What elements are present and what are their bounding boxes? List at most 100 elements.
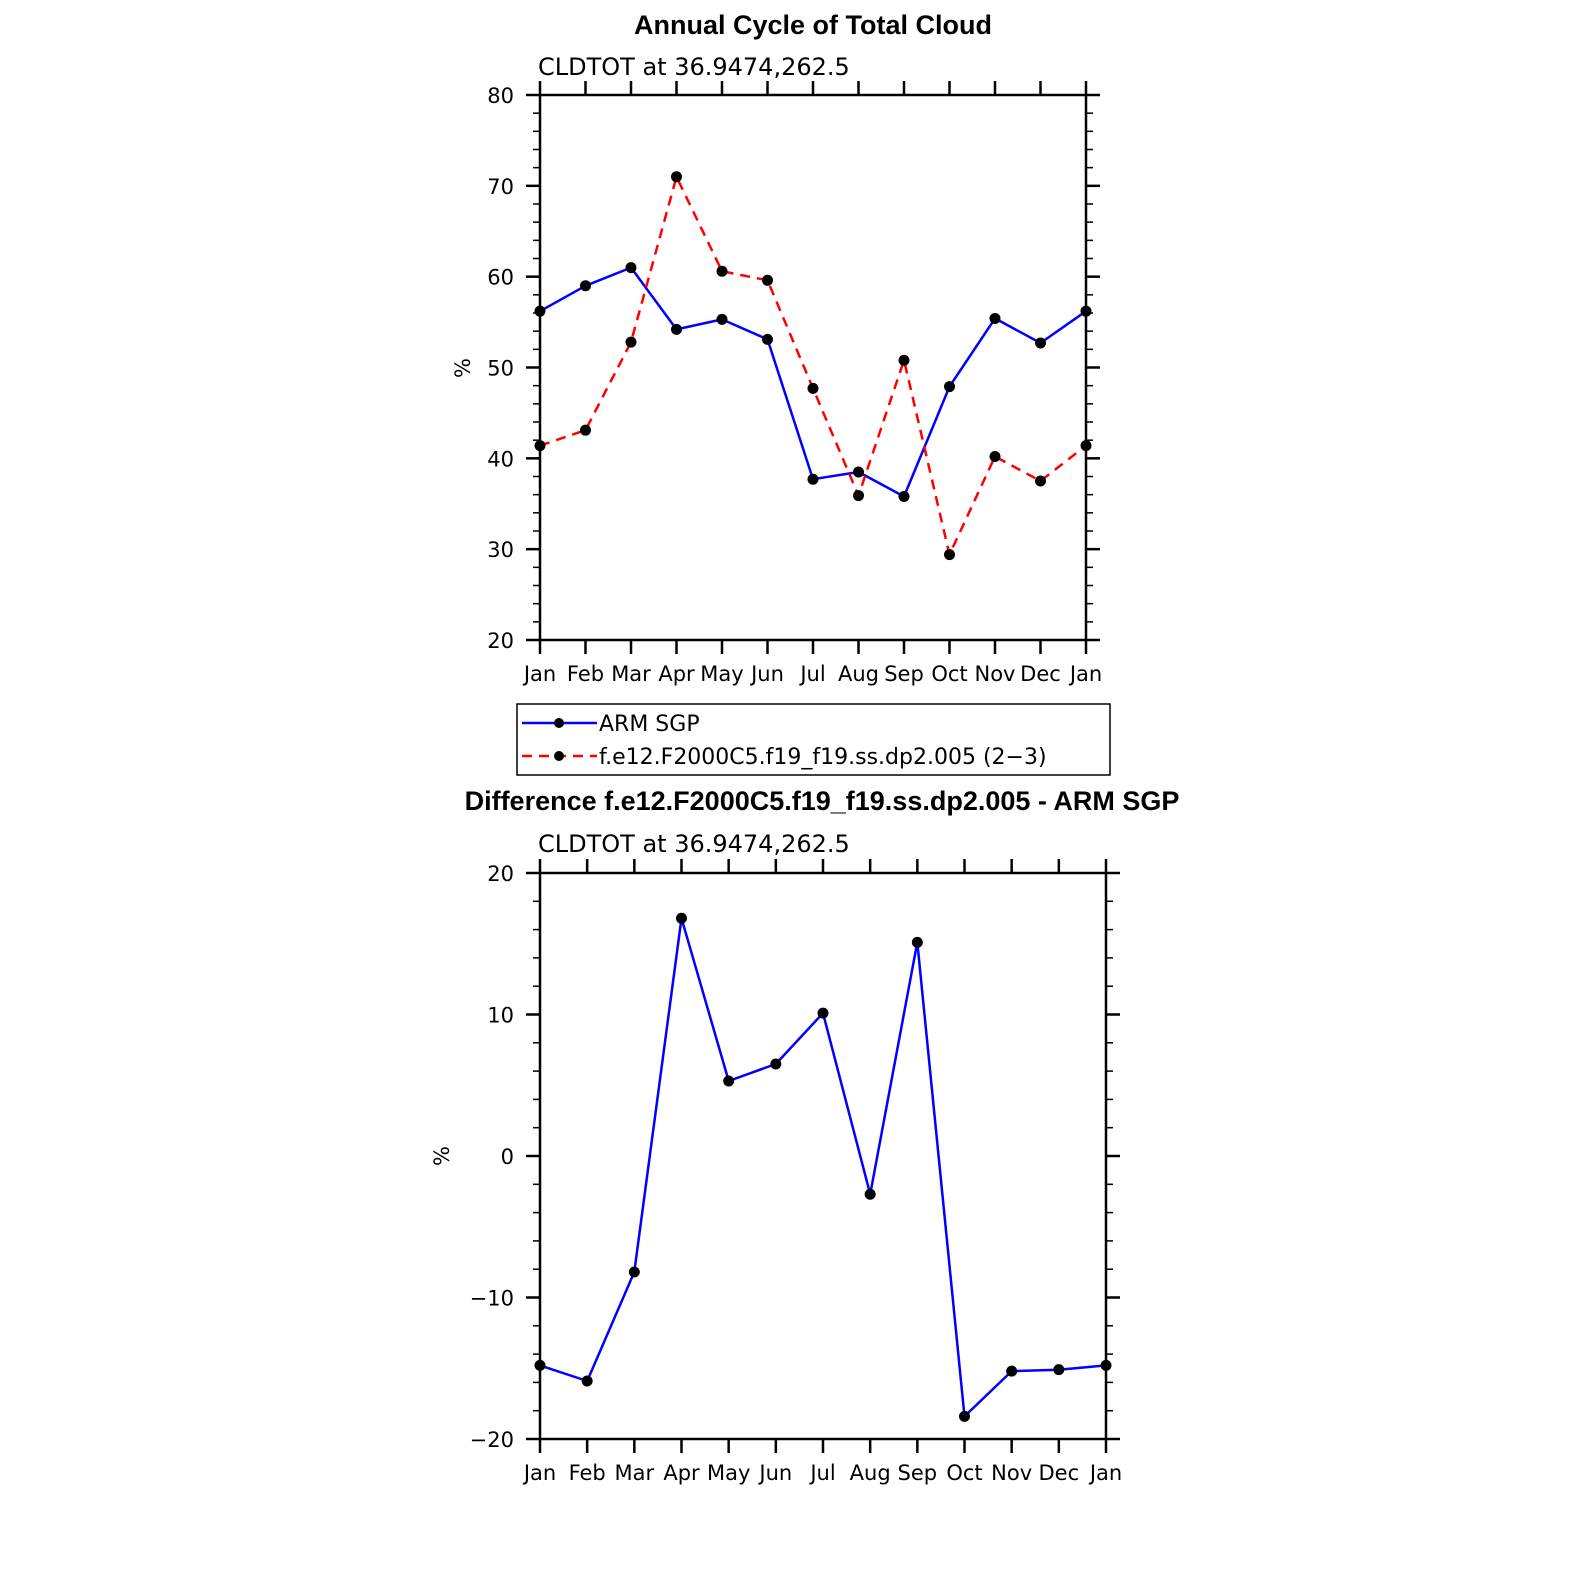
chart1-series-1-point <box>853 466 864 478</box>
chart2-series <box>534 912 1112 1422</box>
chart1-series-2-point <box>762 274 773 286</box>
chart1-series <box>534 171 1092 561</box>
chart1-y-tick-label: 50 <box>487 357 514 381</box>
chart1-ylabel: % <box>451 358 475 378</box>
chart1-y-tick-label: 20 <box>487 629 514 653</box>
chart2-series-1-point <box>676 912 687 924</box>
chart2-x-tick-label: Jul <box>808 1461 835 1485</box>
chart1-x-tick-label: Dec <box>1020 662 1061 686</box>
chart1-series-line-2 <box>539 175 1087 556</box>
chart1-x-tick-label: Mar <box>611 662 651 686</box>
chart2-series-1-point <box>581 1375 593 1387</box>
chart1-series-2-point <box>716 265 728 277</box>
chart1-series-1-point <box>534 305 546 317</box>
chart1-series-2-point <box>853 490 864 502</box>
chart2-series-1-point <box>628 1266 640 1278</box>
chart2-plot-frame <box>538 871 1108 1441</box>
chart2-x-tick-label: Sep <box>898 1461 938 1485</box>
chart2-ylabel: % <box>430 1146 454 1166</box>
chart2-y-tick-label: 20 <box>487 862 514 886</box>
chart2-series-1-point <box>770 1058 782 1070</box>
chart2-x-tick-label: Aug <box>850 1461 891 1485</box>
chart1-series-2-point <box>989 451 1001 463</box>
chart1-series-1-point <box>898 490 910 502</box>
legend-label-model: f.e12.F2000C5.f19_f19.ss.dp2.005 (2−3) <box>599 745 1047 770</box>
chart1-series-1-point <box>580 280 591 292</box>
chart1-y-tick-label: 30 <box>487 538 514 562</box>
chart1-x-tick-label: Oct <box>931 662 967 686</box>
chart1-series-2-point <box>898 354 910 366</box>
chart1-plot-frame <box>538 93 1088 642</box>
chart2-x-tick-label: Mar <box>615 1461 655 1485</box>
chart2-series-1-point <box>864 1188 876 1200</box>
chart1-y-tick-label: 80 <box>487 84 514 108</box>
chart1-series-2-point <box>1035 475 1046 487</box>
chart2-y-tick-labels: −20 −10 0 10 20 <box>470 862 514 1452</box>
chart1-x-tick-label: Apr <box>658 662 695 686</box>
chart1-series-1-point <box>944 381 955 393</box>
chart2-x-tick-label: May <box>707 1461 750 1485</box>
chart1-series-2-point <box>944 549 955 561</box>
chart2-x-tick-label: Jan <box>522 1461 556 1485</box>
chart2-series-1-point <box>817 1007 829 1019</box>
chart2-series-line-1 <box>539 917 1107 1418</box>
chart2-series-1-point <box>1053 1364 1065 1376</box>
chart1-series-1-point <box>716 313 728 325</box>
chart2-y-tick-label: 0 <box>501 1145 514 1169</box>
chart1-series-2-point <box>580 424 591 436</box>
legend-label-arm-sgp: ARM SGP <box>599 712 700 737</box>
chart1-y-tick-label: 60 <box>487 266 514 290</box>
chart1-x-tick-label: Sep <box>884 662 924 686</box>
chart2-x-tick-label: Jan <box>1088 1461 1122 1485</box>
chart1-x-tick-label: Jan <box>1068 662 1102 686</box>
chart1-x-tick-label: Jun <box>749 662 784 686</box>
chart1-axes <box>526 81 1100 654</box>
chart1-series-2-point <box>1080 440 1092 452</box>
legend-box <box>516 703 1111 776</box>
chart1-y-tick-labels: 20 30 40 50 60 70 80 <box>487 84 514 653</box>
chart2-y-tick-label: −20 <box>470 1428 514 1452</box>
chart1-series-1-point <box>762 333 773 345</box>
chart1-series-2-point <box>534 440 546 452</box>
chart2-series-1-point <box>1006 1365 1018 1377</box>
chart2-x-tick-label: Jun <box>757 1461 792 1485</box>
chart2-y-tick-label: 10 <box>487 1004 514 1028</box>
chart2-x-tick-label: Oct <box>946 1461 982 1485</box>
chart1-series-1-point <box>625 262 637 274</box>
chart1-y-tick-label: 40 <box>487 447 514 471</box>
chart2-subtitle: CLDTOT at 36.9474,262.5 <box>538 830 850 858</box>
chart1-x-tick-label: Jul <box>798 662 825 686</box>
chart2-x-tick-label: Dec <box>1039 1461 1080 1485</box>
chart1-series-2-point <box>625 336 637 348</box>
chart2-series-1-point <box>911 936 923 948</box>
chart1-x-tick-label: Feb <box>567 662 604 686</box>
chart1-x-tick-labels: Jan Feb Mar Apr May Jun Jul Aug Sep Oct Nov Dec Jan <box>522 662 1102 686</box>
chart2-x-tick-label: Nov <box>991 1461 1032 1485</box>
chart2-series-1-point <box>959 1410 970 1422</box>
chart1-series-1-point <box>807 473 819 485</box>
chart1-x-tick-label: May <box>700 662 743 686</box>
chart2-title: Difference f.e12.F2000C5.f19_f19.ss.dp2.… <box>465 786 1180 816</box>
chart1-series-2-point <box>671 171 682 183</box>
chart1-series-1-point <box>989 312 1001 324</box>
chart1-x-tick-label: Aug <box>838 662 879 686</box>
chart1-y-tick-label: 70 <box>487 175 514 199</box>
chart1-series-1-point <box>1035 337 1046 349</box>
chart1-series-2-point <box>807 382 819 394</box>
chart2-series-1-point <box>534 1359 546 1371</box>
chart2-x-tick-label: Apr <box>663 1461 700 1485</box>
chart1-x-tick-label: Nov <box>975 662 1016 686</box>
chart2-x-tick-labels: Jan Feb Mar Apr May Jun Jul Aug Sep Oct Nov Dec Jan <box>522 1461 1122 1485</box>
chart2-series-1-point <box>723 1075 735 1087</box>
legend: ARM SGP f.e12.F2000C5.f19_f19.ss.dp2.005… <box>516 703 1111 776</box>
chart1-subtitle: CLDTOT at 36.9474,262.5 <box>538 53 850 81</box>
chart1-series-1-point <box>1080 305 1092 317</box>
legend-marker-arm-sgp <box>554 718 564 728</box>
chart2-y-tick-label: −10 <box>470 1287 514 1311</box>
legend-marker-model <box>554 751 564 761</box>
chart2-x-tick-label: Feb <box>569 1461 606 1485</box>
chart2-axes <box>526 859 1120 1453</box>
chart2-series-1-point <box>1100 1359 1112 1371</box>
